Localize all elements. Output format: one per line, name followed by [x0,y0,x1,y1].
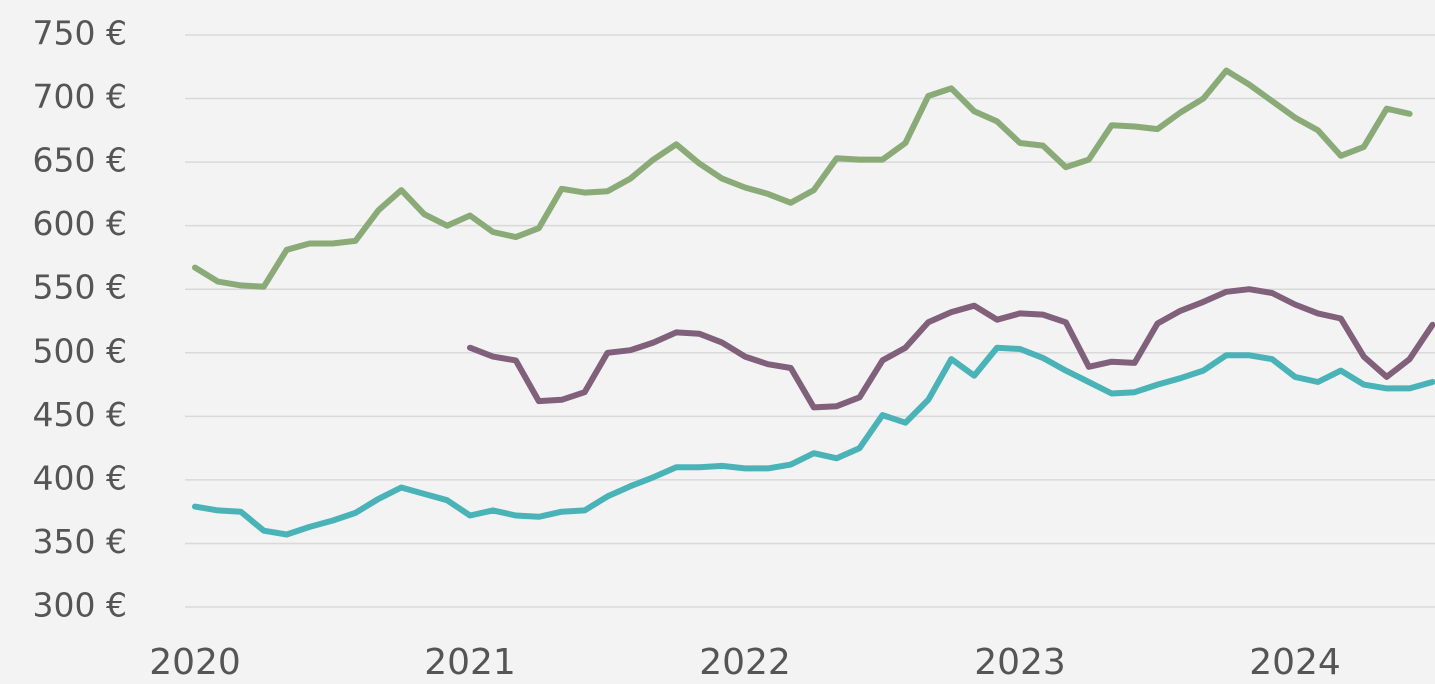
series-line [192,67,1413,290]
y-tick-label: 300 € [33,586,127,625]
x-tick-label: 2023 [974,642,1066,683]
x-tick-label: 2022 [699,642,791,683]
y-tick-label: 550 € [33,268,127,307]
series-line [467,286,1435,411]
series-line [192,344,1435,538]
y-tick-label: 700 € [33,77,127,116]
y-tick-label: 450 € [33,395,127,434]
x-tick-label: 2020 [149,642,241,683]
y-tick-label: 350 € [33,522,127,561]
x-tick-label: 2021 [424,642,516,683]
y-tick-label: 650 € [33,141,127,180]
x-tick-label: 2024 [1249,642,1341,683]
y-tick-label: 400 € [33,458,127,497]
y-tick-label: 500 € [33,331,127,370]
y-tick-label: 750 € [33,14,127,53]
y-tick-label: 600 € [33,204,127,243]
